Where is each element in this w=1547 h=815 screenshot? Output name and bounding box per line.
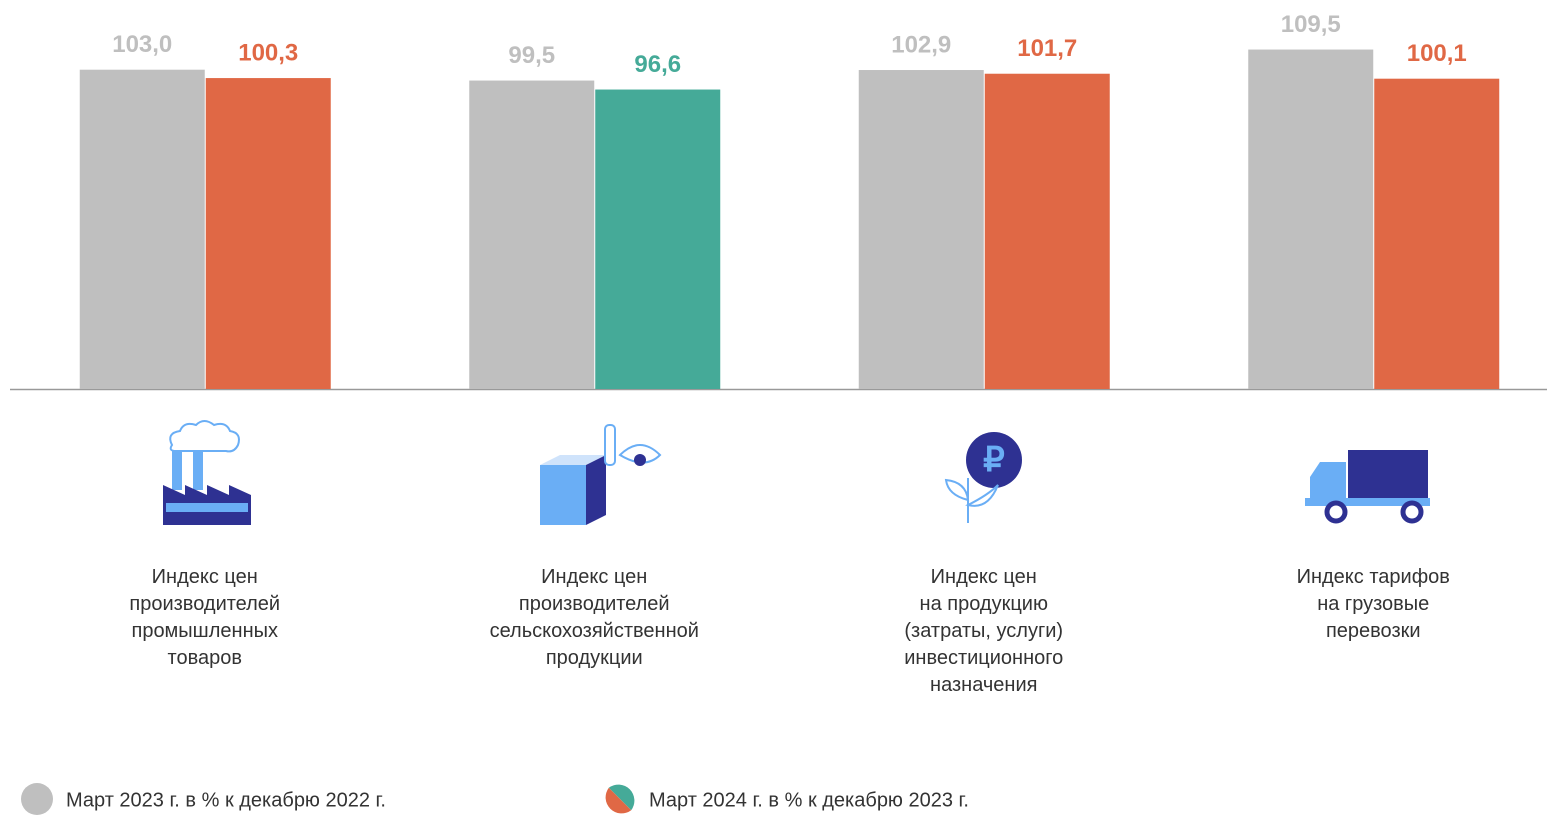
legend-label: Март 2023 г. в % к декабрю 2022 г. (66, 789, 386, 811)
value-label: 96,6 (634, 51, 681, 78)
agri-icon (540, 425, 660, 525)
page: ₽ 103,0 100,3 99,5 96,6 102,9 101,7 109,5 100,1… (0, 0, 1547, 815)
value-label: 102,9 (891, 31, 951, 58)
factory-icon (163, 421, 251, 525)
truck-icon (1305, 450, 1430, 521)
ruble-icon: ₽ (946, 432, 1022, 523)
category-label: Индекс цен на продукцию (затраты, услуги… (804, 564, 1164, 699)
bar (859, 70, 984, 389)
category-label: Индекс цен производителей промышленных т… (25, 564, 385, 672)
value-label: 103,0 (112, 31, 172, 58)
bar (985, 74, 1110, 389)
value-label: 100,1 (1407, 40, 1467, 67)
bar (595, 90, 720, 389)
bar (206, 78, 331, 389)
legend-label: Март 2024 г. в % к декабрю 2023 г. (649, 789, 969, 811)
svg-text:₽: ₽ (983, 441, 1005, 479)
category-label: Индекс тарифов на грузовые перевозки (1193, 564, 1547, 645)
bar (469, 81, 594, 389)
bar (1374, 79, 1499, 389)
bar (1248, 50, 1373, 389)
legend-marker (21, 783, 53, 815)
category-label: Индекс цен производителей сельскохозяйст… (414, 564, 774, 672)
value-label: 109,5 (1281, 11, 1341, 38)
value-label: 99,5 (508, 42, 555, 69)
bar (80, 70, 205, 389)
value-label: 100,3 (238, 39, 298, 66)
value-label: 101,7 (1017, 35, 1077, 62)
chart: ₽ 103,0 100,3 99,5 96,6 102,9 101,7 109,5 100,1… (0, 0, 1547, 815)
